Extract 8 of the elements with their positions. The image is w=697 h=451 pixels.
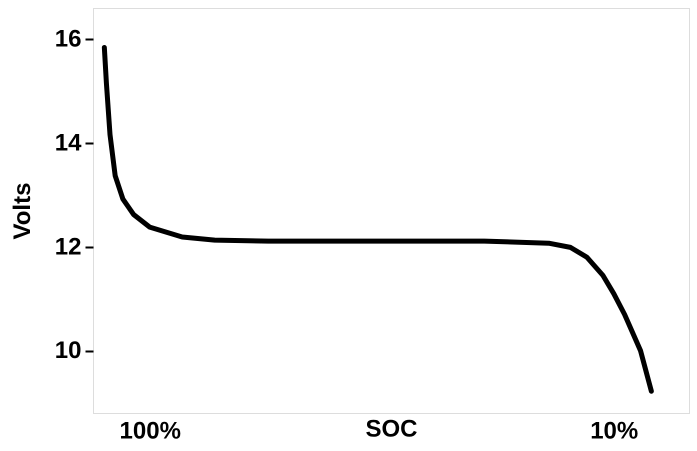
x-axis-title: SOC	[365, 416, 418, 442]
x-tick-label: 100%	[120, 418, 181, 444]
y-tick-label: 12	[54, 233, 82, 260]
y-axis-title: Volts	[8, 182, 36, 240]
y-tick-label: 16	[54, 26, 82, 53]
y-tick-label: 10	[54, 337, 82, 364]
x-tick-label: 10%	[590, 418, 638, 444]
y-tick-label: 14	[54, 130, 82, 156]
